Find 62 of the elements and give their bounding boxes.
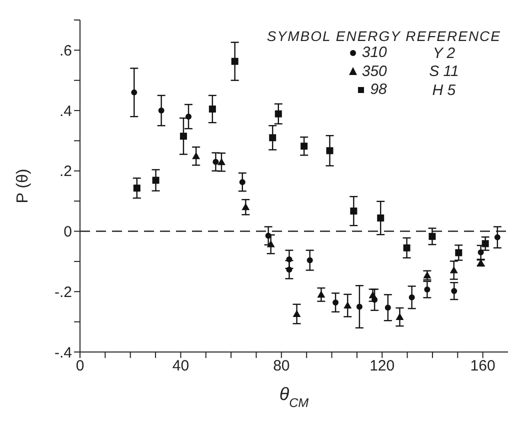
point — [368, 291, 377, 298]
point — [265, 232, 272, 239]
x-tick-label: 120 — [370, 358, 395, 375]
point — [217, 158, 226, 166]
point — [286, 256, 292, 262]
point — [428, 232, 436, 240]
point — [350, 208, 358, 215]
point — [403, 244, 410, 252]
point — [396, 312, 404, 320]
point — [212, 158, 219, 165]
point — [269, 134, 276, 142]
point — [377, 214, 384, 222]
point — [408, 294, 415, 300]
point — [356, 304, 362, 310]
point — [344, 302, 352, 309]
x-tick-label: 40 — [172, 358, 190, 375]
point — [152, 176, 160, 184]
point — [326, 147, 334, 154]
point — [186, 114, 192, 120]
y-tick-label: .6 — [59, 42, 72, 60]
point — [424, 286, 430, 293]
x-tick-label: 80 — [273, 358, 290, 375]
point — [478, 249, 484, 256]
legend-label: 98 — [370, 81, 387, 98]
point — [482, 240, 489, 248]
point — [494, 234, 500, 240]
point — [451, 288, 458, 294]
point — [317, 290, 326, 298]
x-tick-label: 160 — [470, 358, 496, 375]
x-axis-title: θ$_{CM}$ — [279, 384, 310, 410]
point — [450, 266, 458, 274]
annotation: Y 2 — [432, 44, 456, 62]
point — [274, 110, 282, 118]
legend-label: 310 — [362, 44, 387, 61]
legend-label: 350 — [362, 62, 387, 80]
point — [286, 266, 292, 273]
y-tick-label: 0 — [64, 224, 72, 241]
y-tick-label: .2 — [59, 163, 72, 180]
point — [208, 106, 216, 113]
point — [306, 257, 313, 264]
annotation: H 5 — [431, 81, 457, 100]
point — [158, 108, 164, 114]
y-tick-label: -.4 — [54, 344, 72, 362]
point — [180, 132, 187, 140]
y-tick-label: -.2 — [54, 284, 72, 301]
annotation: S 11 — [428, 62, 460, 81]
point — [133, 184, 140, 192]
point — [455, 249, 462, 256]
point — [266, 240, 275, 248]
point — [239, 179, 246, 186]
x-tick-label: 0 — [76, 358, 84, 375]
legend-title: SYMBOL ENERGY REFERENCE — [266, 28, 501, 44]
point — [192, 152, 200, 160]
point — [300, 142, 308, 150]
point — [384, 304, 391, 311]
y-axis-title: P (θ) — [14, 168, 32, 204]
point — [242, 203, 250, 210]
y-tick-label: .4 — [59, 102, 72, 120]
point — [131, 89, 138, 96]
point — [292, 310, 301, 317]
point — [332, 300, 339, 306]
point — [231, 58, 238, 65]
